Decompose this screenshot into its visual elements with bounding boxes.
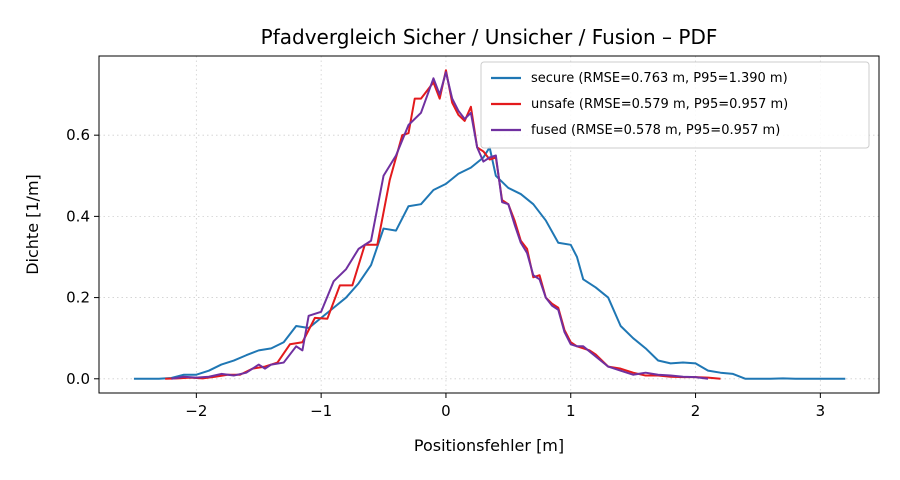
series-layer xyxy=(133,69,846,380)
plot-area-frame xyxy=(98,55,880,394)
y-axis-label: Dichte [1/m] xyxy=(23,174,42,275)
y-tick-label: 0.2 xyxy=(66,289,90,307)
legend: secure (RMSE=0.763 m, P95=1.390 m) unsaf… xyxy=(480,61,870,149)
x-tick-label: −1 xyxy=(310,402,332,420)
x-tick-label: −2 xyxy=(185,402,207,420)
x-tick-label: 3 xyxy=(816,402,826,420)
x-axis: −2 −1 0 1 2 3 xyxy=(185,393,825,420)
x-tick-label: 2 xyxy=(691,402,701,420)
y-tick-label: 0.0 xyxy=(66,370,90,388)
legend-label-secure: secure (RMSE=0.763 m, P95=1.390 m) xyxy=(531,71,788,86)
chart-title: Pfadvergleich Sicher / Unsicher / Fusion… xyxy=(261,25,718,49)
y-axis: 0.0 0.2 0.4 0.6 xyxy=(66,126,99,388)
series-line-fused xyxy=(171,71,709,380)
series-line-unsafe xyxy=(165,69,721,380)
y-tick-label: 0.6 xyxy=(66,126,90,144)
legend-label-unsafe: unsafe (RMSE=0.579 m, P95=0.957 m) xyxy=(531,97,788,112)
x-tick-label: 0 xyxy=(441,402,451,420)
y-tick-label: 0.4 xyxy=(66,207,90,225)
legend-box xyxy=(480,61,870,149)
x-tick-label: 1 xyxy=(566,402,576,420)
x-axis-label: Positionsfehler [m] xyxy=(414,436,564,455)
legend-label-fused: fused (RMSE=0.578 m, P95=0.957 m) xyxy=(531,123,780,138)
series-line-secure xyxy=(133,146,846,380)
